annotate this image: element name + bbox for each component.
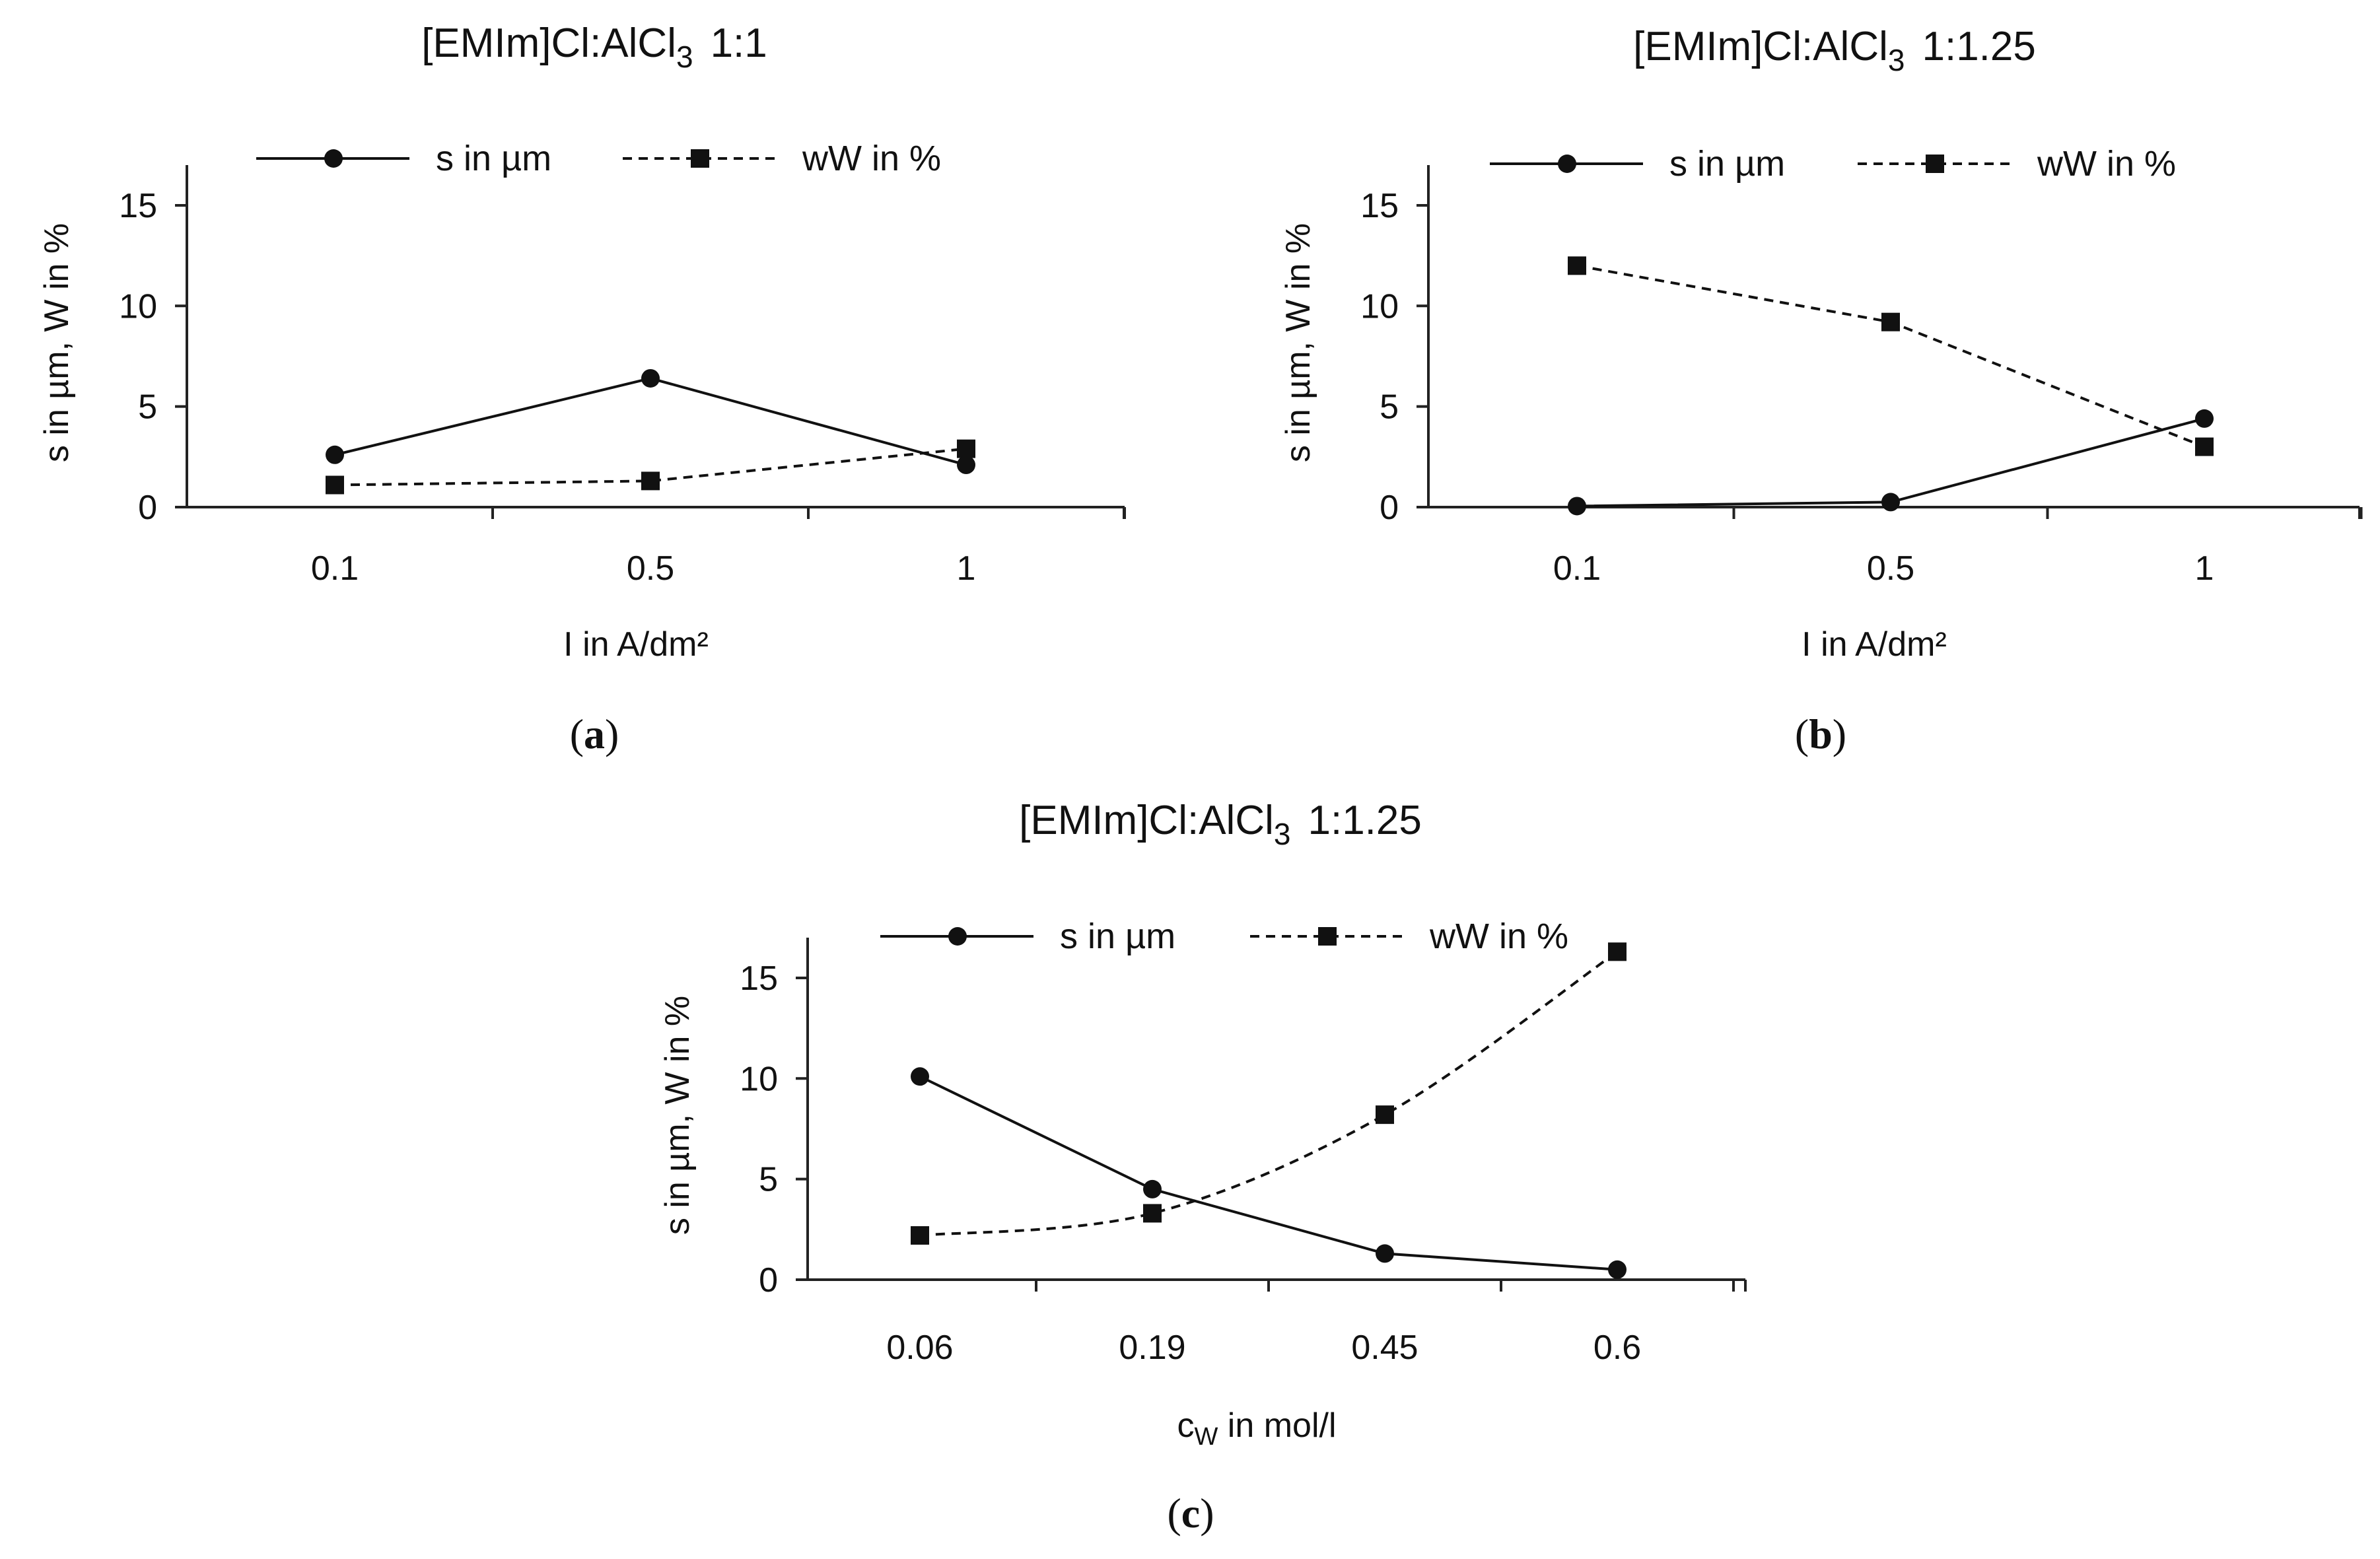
data-point-s	[2195, 409, 2214, 428]
data-point-s	[326, 445, 344, 464]
legend-label-w: wW in %	[2037, 144, 2176, 184]
x-tick-label: 0.5	[1867, 549, 1914, 588]
chart-title-main: [EMIm]Cl:AlCl	[421, 20, 676, 66]
legend-marker-w	[1318, 927, 1337, 946]
y-tick-label: 0	[1380, 489, 1399, 527]
x-axis-label-subscript: W	[1194, 1423, 1218, 1451]
x-axis-label: I in A/dm²	[563, 625, 709, 664]
data-point-s	[1608, 1260, 1627, 1279]
y-tick-label: 10	[119, 287, 157, 326]
y-tick-label: 15	[740, 959, 778, 998]
x-tick-label: 0.6	[1593, 1329, 1641, 1367]
panel-caption: (c)	[1167, 1490, 1214, 1537]
legend-marker-w	[1926, 155, 1944, 173]
data-point-w	[1608, 942, 1627, 961]
data-point-w	[1143, 1204, 1162, 1223]
x-tick-label: 0.19	[1119, 1329, 1185, 1367]
data-point-s	[957, 456, 975, 475]
series-line-s	[919, 1075, 1618, 1271]
y-tick-label: 5	[759, 1161, 778, 1199]
chart-title-subscript: 3	[1274, 817, 1291, 851]
legend-label-s: s in µm	[436, 139, 551, 178]
x-axis-label-main: I in A/dm²	[563, 625, 709, 664]
data-point-s	[1568, 497, 1586, 516]
series-line-s	[334, 376, 967, 466]
x-tick-label: 1	[957, 549, 976, 588]
chart-title: [EMIm]Cl:AlCl3 1:1.25	[1019, 798, 1422, 851]
panel-caption-open: (	[1167, 1490, 1181, 1537]
series-line-w	[919, 950, 1619, 1237]
x-axis-label: I in A/dm²	[1802, 625, 1947, 664]
legend-marker-s	[1558, 155, 1576, 173]
y-tick-label: 10	[740, 1060, 778, 1098]
x-axis-label: cW in mol/l	[1177, 1406, 1336, 1451]
y-tick-label: 15	[1360, 187, 1399, 225]
panel-caption-open: (	[570, 710, 584, 757]
data-point-w	[1376, 1105, 1394, 1125]
x-tick-label: 1	[2195, 549, 2214, 588]
legend-marker-s	[324, 149, 343, 168]
y-tick-label: 5	[1380, 388, 1399, 427]
panel-caption-close: )	[1833, 710, 1846, 757]
x-tick-label: 0.1	[1553, 549, 1601, 588]
data-point-s	[1143, 1179, 1162, 1198]
x-tick-label: 0.45	[1351, 1329, 1418, 1367]
panel-caption-letter: c	[1181, 1490, 1200, 1537]
y-axis-label: s in µm, W in %	[1279, 223, 1317, 462]
chart-title-main: [EMIm]Cl:AlCl	[1019, 798, 1274, 843]
data-point-w	[326, 475, 344, 495]
chart-panel-b: [EMIm]Cl:AlCl3 1:1.25 0 5 10 15 0.1 0.5 1 s in µm…	[1279, 24, 2363, 757]
legend-label-s: s in µm	[1060, 917, 1175, 956]
y-axis-label: s in µm, W in %	[658, 996, 697, 1235]
y-tick-label: 15	[119, 187, 157, 225]
chart-title-ratio: 1:1.25	[1922, 24, 2035, 69]
panel-caption-open: (	[1795, 710, 1809, 757]
chart-title-ratio: 1:1	[711, 20, 767, 66]
data-point-s	[911, 1067, 929, 1086]
x-axis-label-main: I in A/dm²	[1802, 625, 1947, 664]
chart-title-subscript: 3	[1888, 43, 1905, 77]
legend-label-w: wW in %	[1429, 917, 1568, 956]
chart-title: [EMIm]Cl:AlCl3 1:1.25	[1633, 24, 2036, 77]
legend-marker-s	[948, 927, 967, 946]
series-line-w	[1576, 264, 2205, 448]
panel-caption: (a)	[570, 710, 619, 757]
y-tick-label: 0	[138, 489, 157, 527]
data-point-w	[1568, 256, 1586, 275]
x-axis-label-suffix: in mol/l	[1218, 1406, 1336, 1445]
data-point-w	[957, 439, 975, 458]
y-tick-label: 0	[759, 1261, 778, 1299]
x-tick-label: 0.06	[886, 1329, 953, 1367]
chart-panel-a: [EMIm]Cl:AlCl3 1:1 0 5 10 15 0.1 0.5 1 s in µm, W…	[38, 20, 1126, 757]
panel-caption-letter: b	[1809, 710, 1833, 757]
data-point-s	[641, 368, 660, 388]
y-tick-label: 10	[1360, 287, 1399, 326]
panel-caption-letter: a	[584, 710, 605, 757]
x-tick-label: 0.5	[627, 549, 674, 588]
panel-caption-close: )	[605, 710, 619, 757]
x-tick-label: 0.1	[311, 549, 359, 588]
y-axis-label: s in µm, W in %	[38, 223, 76, 462]
chart-title: [EMIm]Cl:AlCl3 1:1	[421, 20, 767, 74]
chart-title-ratio: 1:1.25	[1308, 798, 1421, 843]
legend-marker-w	[691, 149, 709, 168]
data-point-s	[1881, 493, 1900, 512]
panel-caption-close: )	[1200, 1490, 1214, 1537]
panel-caption: (b)	[1795, 710, 1846, 757]
data-point-s	[1376, 1244, 1394, 1263]
data-point-w	[641, 471, 660, 491]
legend-label-s: s in µm	[1669, 144, 1785, 184]
y-tick-label: 5	[138, 388, 157, 427]
legend-label-w: wW in %	[802, 139, 941, 178]
chart-title-main: [EMIm]Cl:AlCl	[1633, 24, 1888, 69]
chart-panel-c: [EMIm]Cl:AlCl3 1:1.25 0 5 10 15 0.06 0.19 0.45 0.…	[658, 798, 1747, 1537]
chart-title-subscript: 3	[676, 40, 693, 74]
data-point-w	[1881, 312, 1900, 331]
series-line-w	[334, 447, 967, 487]
x-axis-label-main: c	[1177, 1406, 1194, 1445]
data-point-w	[2195, 437, 2214, 456]
data-point-w	[911, 1226, 929, 1245]
